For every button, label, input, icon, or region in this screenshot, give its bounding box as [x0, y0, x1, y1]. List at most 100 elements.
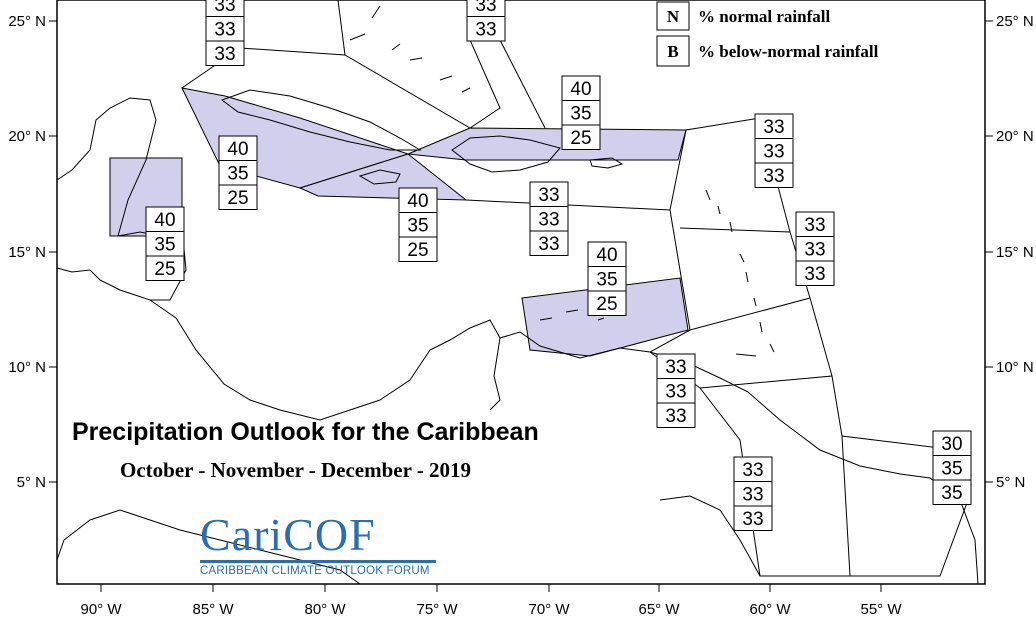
- latitude-ticks: 25° N 25° N 20° N 20° N 15° N 15° N 10° N 10° N…: [8, 13, 1033, 491]
- latitude-tick-label-right: 5° N: [996, 474, 1025, 491]
- probability-value: 35: [596, 270, 617, 291]
- probability-value: 33: [214, 0, 235, 16]
- coastline-bahamas: [349, 5, 471, 93]
- probability-cell: [205, 16, 245, 42]
- probability-cell: [529, 181, 569, 207]
- longitude-tick-label: 90° W: [80, 601, 122, 618]
- probability-value: 33: [538, 210, 559, 231]
- probability-cell: [561, 75, 601, 101]
- probability-value: 33: [475, 0, 496, 16]
- coastline-lesser-antilles: [705, 189, 775, 357]
- probability-box-abc-islands: 40 35 25: [587, 241, 627, 316]
- coastline-abc-islands: [539, 309, 605, 321]
- zone-abc-islands: [521, 277, 689, 357]
- probability-box-guyana: 33 33 33: [733, 456, 773, 531]
- legend-key-normal: N: [667, 7, 680, 26]
- probability-cell: [218, 184, 258, 210]
- probability-box-leeward-islands-south: 33 33 33: [795, 211, 835, 286]
- probability-cell: [932, 455, 972, 481]
- boundary-line: [181, 47, 471, 129]
- latitude-tick-label-left: 25° N: [8, 13, 46, 30]
- probability-value: 33: [538, 234, 559, 255]
- probability-cell: [733, 505, 773, 531]
- probability-cell: [529, 230, 569, 256]
- legend-text-below: % below-normal rainfall: [698, 42, 879, 61]
- longitude-tick-label: 85° W: [192, 601, 234, 618]
- probability-cell: [656, 353, 696, 379]
- probability-value: 35: [154, 235, 175, 256]
- logo-name-part1: Cari: [200, 509, 284, 560]
- map-frame: [56, 0, 986, 585]
- caricof-logo: CariCOF CARIBBEAN CLIMATE OUTLOOK FORUM: [200, 512, 436, 577]
- probability-cell: [561, 100, 601, 126]
- probability-cell: [218, 135, 258, 161]
- probability-value: 33: [742, 509, 763, 530]
- probability-cell: [398, 236, 438, 262]
- probability-value: 40: [407, 191, 428, 212]
- probability-cell: [205, 40, 245, 66]
- probability-value: 33: [214, 44, 235, 65]
- probability-value: 33: [742, 485, 763, 506]
- probability-cell: [754, 113, 794, 139]
- probability-value: 33: [665, 357, 686, 378]
- latitude-tick-label-right: 10° N: [996, 359, 1034, 376]
- probability-value: 25: [407, 240, 428, 261]
- probability-cell: [145, 255, 185, 281]
- probability-value: 33: [475, 20, 496, 41]
- probability-box-hispaniola-puerto-rico: 40 35 25: [561, 75, 601, 150]
- probability-box-jamaica: 40 35 25: [398, 187, 438, 262]
- longitude-tick-label: 70° W: [528, 601, 570, 618]
- map-title: Precipitation Outlook for the Caribbean: [72, 418, 539, 446]
- probability-cell: [733, 456, 773, 482]
- probability-cell: [754, 162, 794, 188]
- probability-value: 33: [742, 460, 763, 481]
- logo-name-part2: COF: [283, 509, 376, 560]
- coastline-mainland: [56, 97, 187, 301]
- probability-value: 33: [804, 240, 825, 261]
- probability-cell: [795, 236, 835, 262]
- probability-box-leeward-islands-north: 33 33 33: [754, 113, 794, 188]
- probability-value: 40: [570, 79, 591, 100]
- map-subtitle: October - November - December - 2019: [120, 458, 472, 482]
- latitude-tick-label-left: 20° N: [8, 128, 46, 145]
- longitude-tick-label: 75° W: [416, 601, 458, 618]
- boundary-line: [831, 375, 941, 449]
- probability-cell: [932, 479, 972, 505]
- probability-cell: [932, 430, 972, 456]
- latitude-tick-label-left: 10° N: [8, 359, 46, 376]
- probability-cell: [145, 206, 185, 232]
- zone-hispaniola: [407, 127, 687, 161]
- probability-cell: [145, 231, 185, 257]
- probability-value: 33: [214, 20, 235, 41]
- probability-value: 35: [941, 459, 962, 480]
- latitude-tick-label-left: 15° N: [8, 244, 46, 261]
- logo-wordmark: CariCOF: [200, 512, 436, 558]
- probability-box-belize-honduras: 40 35 25: [145, 206, 185, 281]
- probability-cell: [466, 16, 506, 42]
- probability-value: 35: [570, 104, 591, 125]
- probability-cell: [587, 241, 627, 267]
- probability-value: 33: [538, 185, 559, 206]
- probability-value: 33: [763, 142, 784, 163]
- probability-value: 35: [227, 164, 248, 185]
- latitude-tick-label-right: 15° N: [996, 244, 1034, 261]
- coastline-jamaica: [358, 169, 401, 185]
- coastline-mainland: [149, 299, 501, 421]
- boundary-line: [337, 0, 346, 56]
- probability-value: 35: [941, 483, 962, 504]
- probability-value: 25: [154, 259, 175, 280]
- probability-value: 33: [804, 215, 825, 236]
- probability-value: 25: [570, 128, 591, 149]
- probability-value: 33: [665, 382, 686, 403]
- probability-value: 30: [941, 434, 962, 455]
- longitude-tick-label: 55° W: [860, 601, 902, 618]
- probability-value: 40: [227, 139, 248, 160]
- longitude-ticks-bottom: 90° W 85° W 80° W 75° W 70° W 65° W 60° W 55° W: [80, 584, 902, 618]
- coastline-mainland: [659, 495, 761, 577]
- legend-key-box: [656, 35, 690, 67]
- probability-value: 40: [596, 245, 617, 266]
- logo-rule: [200, 560, 436, 563]
- probability-value: 40: [154, 210, 175, 231]
- legend: N % normal rainfall B % below-normal rai…: [656, 1, 879, 67]
